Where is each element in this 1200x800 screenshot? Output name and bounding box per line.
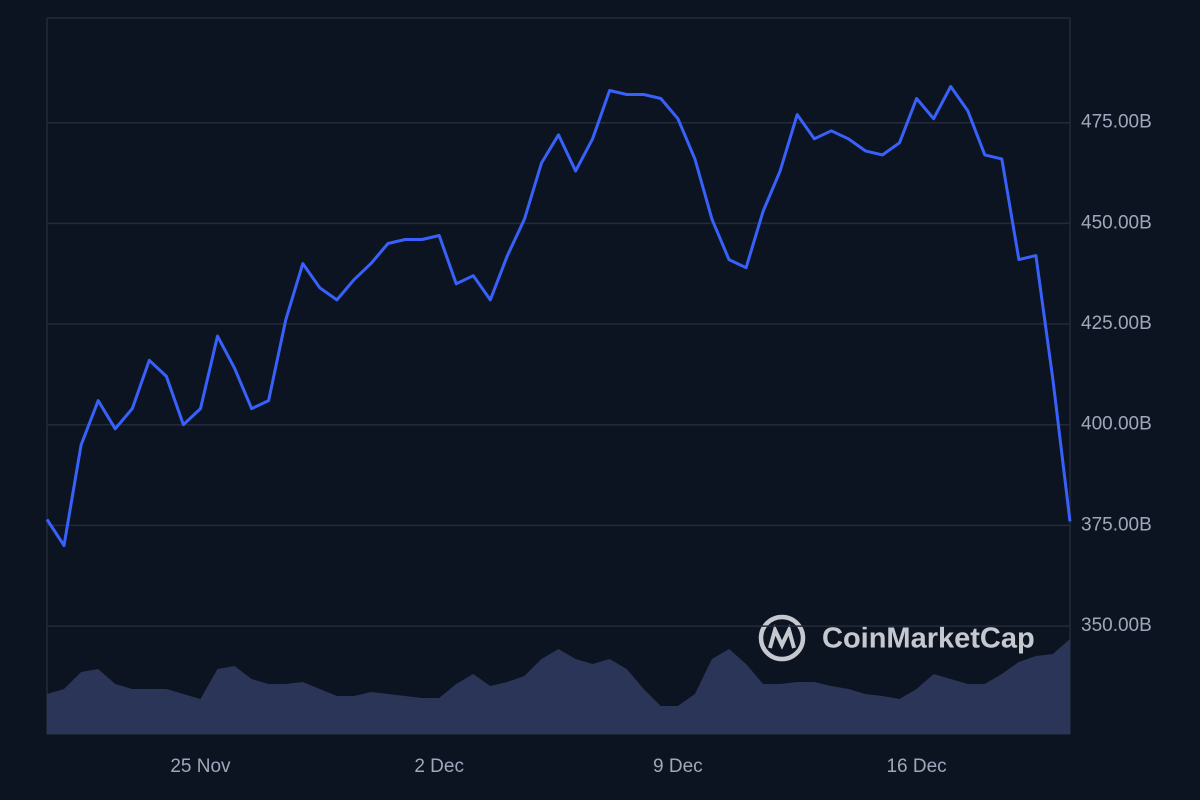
y-tick-label: 475.00B: [1081, 112, 1152, 133]
x-tick-label: 16 Dec: [886, 756, 946, 777]
y-tick-label: 375.00B: [1081, 514, 1152, 535]
watermark: CoinMarketCap: [822, 623, 1035, 655]
volume-area: [47, 639, 1070, 734]
y-tick-label: 400.00B: [1081, 414, 1152, 435]
x-tick-label: 9 Dec: [653, 756, 703, 777]
y-tick-label: 450.00B: [1081, 212, 1152, 233]
x-tick-label: 25 Nov: [170, 756, 231, 777]
y-tick-label: 350.00B: [1081, 615, 1152, 636]
x-tick-label: 2 Dec: [414, 756, 464, 777]
price-line: [45, 85, 1072, 547]
y-tick-label: 425.00B: [1081, 313, 1152, 334]
watermark-logo: [758, 614, 806, 662]
